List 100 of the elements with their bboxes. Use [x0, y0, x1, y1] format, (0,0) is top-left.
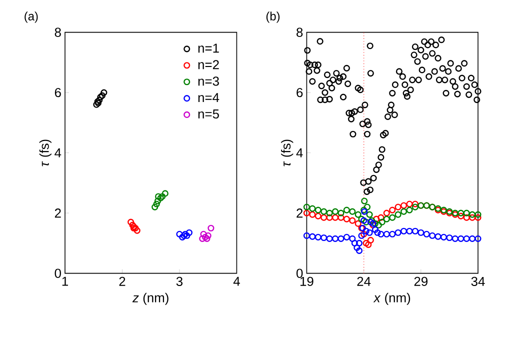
legend-label: n=3	[198, 76, 219, 86]
point	[100, 89, 108, 96]
point	[463, 210, 470, 216]
point	[153, 200, 160, 208]
point	[362, 228, 370, 234]
point	[332, 208, 339, 215]
point	[469, 214, 476, 221]
point	[356, 240, 363, 246]
point	[343, 216, 350, 222]
point	[365, 241, 372, 248]
point	[458, 212, 464, 220]
point	[309, 205, 316, 212]
point	[373, 216, 380, 222]
point	[303, 210, 310, 216]
point	[400, 202, 408, 209]
point	[349, 217, 356, 224]
point	[152, 204, 158, 210]
y-tick-label: 6	[296, 88, 303, 98]
point	[343, 206, 350, 214]
point	[358, 216, 365, 222]
point	[378, 218, 386, 226]
point	[458, 235, 464, 242]
point	[440, 234, 448, 240]
point	[361, 198, 368, 204]
point	[364, 204, 371, 210]
point	[320, 234, 328, 242]
point	[349, 208, 356, 215]
y-tick-label: 8	[54, 28, 61, 37]
point	[389, 206, 396, 214]
point	[366, 211, 373, 218]
point	[378, 230, 384, 238]
point	[326, 235, 333, 242]
point	[351, 240, 358, 246]
point	[375, 222, 382, 228]
point	[446, 234, 453, 242]
point	[463, 214, 470, 221]
point	[358, 232, 365, 239]
x-tick-label: 1	[62, 276, 68, 286]
point	[372, 226, 379, 233]
point	[452, 235, 458, 242]
point	[474, 211, 482, 218]
point	[360, 230, 368, 238]
point	[394, 204, 402, 210]
point	[332, 235, 339, 242]
point	[349, 235, 356, 242]
point	[303, 204, 310, 210]
point	[354, 211, 362, 218]
point	[463, 235, 470, 242]
point	[383, 210, 390, 216]
point	[356, 247, 363, 254]
point	[338, 210, 344, 216]
legend-label: n=1	[198, 44, 219, 53]
point	[134, 227, 140, 234]
x-tick-label: 34	[471, 276, 485, 286]
y-tick-label: 0	[296, 268, 303, 278]
point	[389, 230, 396, 238]
y-tick-label: 4	[296, 148, 303, 158]
point	[186, 229, 192, 236]
point	[326, 214, 333, 221]
point	[469, 211, 476, 218]
y-axis-title: τ (fs)	[281, 140, 294, 166]
x-tick-label: 4	[233, 276, 240, 286]
legend-label: n=2	[198, 60, 219, 70]
point	[338, 214, 344, 221]
point	[406, 206, 413, 214]
x-tick-label: 3	[176, 276, 183, 286]
point	[132, 224, 139, 232]
point	[367, 236, 374, 244]
point	[208, 224, 214, 232]
point	[338, 235, 344, 242]
point	[303, 232, 310, 239]
x-tick-label: 24	[357, 276, 371, 286]
point	[474, 235, 482, 242]
y-tick-label: 4	[54, 148, 62, 158]
point	[157, 194, 164, 202]
legend-label: n=4	[198, 93, 220, 102]
chart-title: (b)	[266, 12, 280, 23]
point	[469, 235, 476, 242]
point	[314, 206, 322, 214]
point	[176, 230, 183, 238]
point	[309, 233, 316, 240]
point	[320, 214, 328, 221]
point	[96, 96, 103, 104]
point	[332, 214, 339, 221]
y-tick-label: 2	[54, 208, 61, 218]
point	[394, 229, 402, 236]
point	[354, 244, 360, 251]
point	[202, 234, 209, 240]
legend-label: n=5	[198, 110, 219, 119]
point	[400, 208, 408, 215]
y-tick-label: 6	[54, 88, 61, 98]
point	[162, 190, 168, 197]
chart-title: (a)	[24, 12, 38, 23]
point	[406, 200, 413, 208]
x-tick-label: 19	[300, 276, 314, 286]
point	[326, 210, 333, 216]
point	[423, 230, 430, 238]
point	[383, 216, 390, 222]
y-axis-title: τ (fs)	[39, 140, 52, 166]
point	[154, 198, 162, 204]
